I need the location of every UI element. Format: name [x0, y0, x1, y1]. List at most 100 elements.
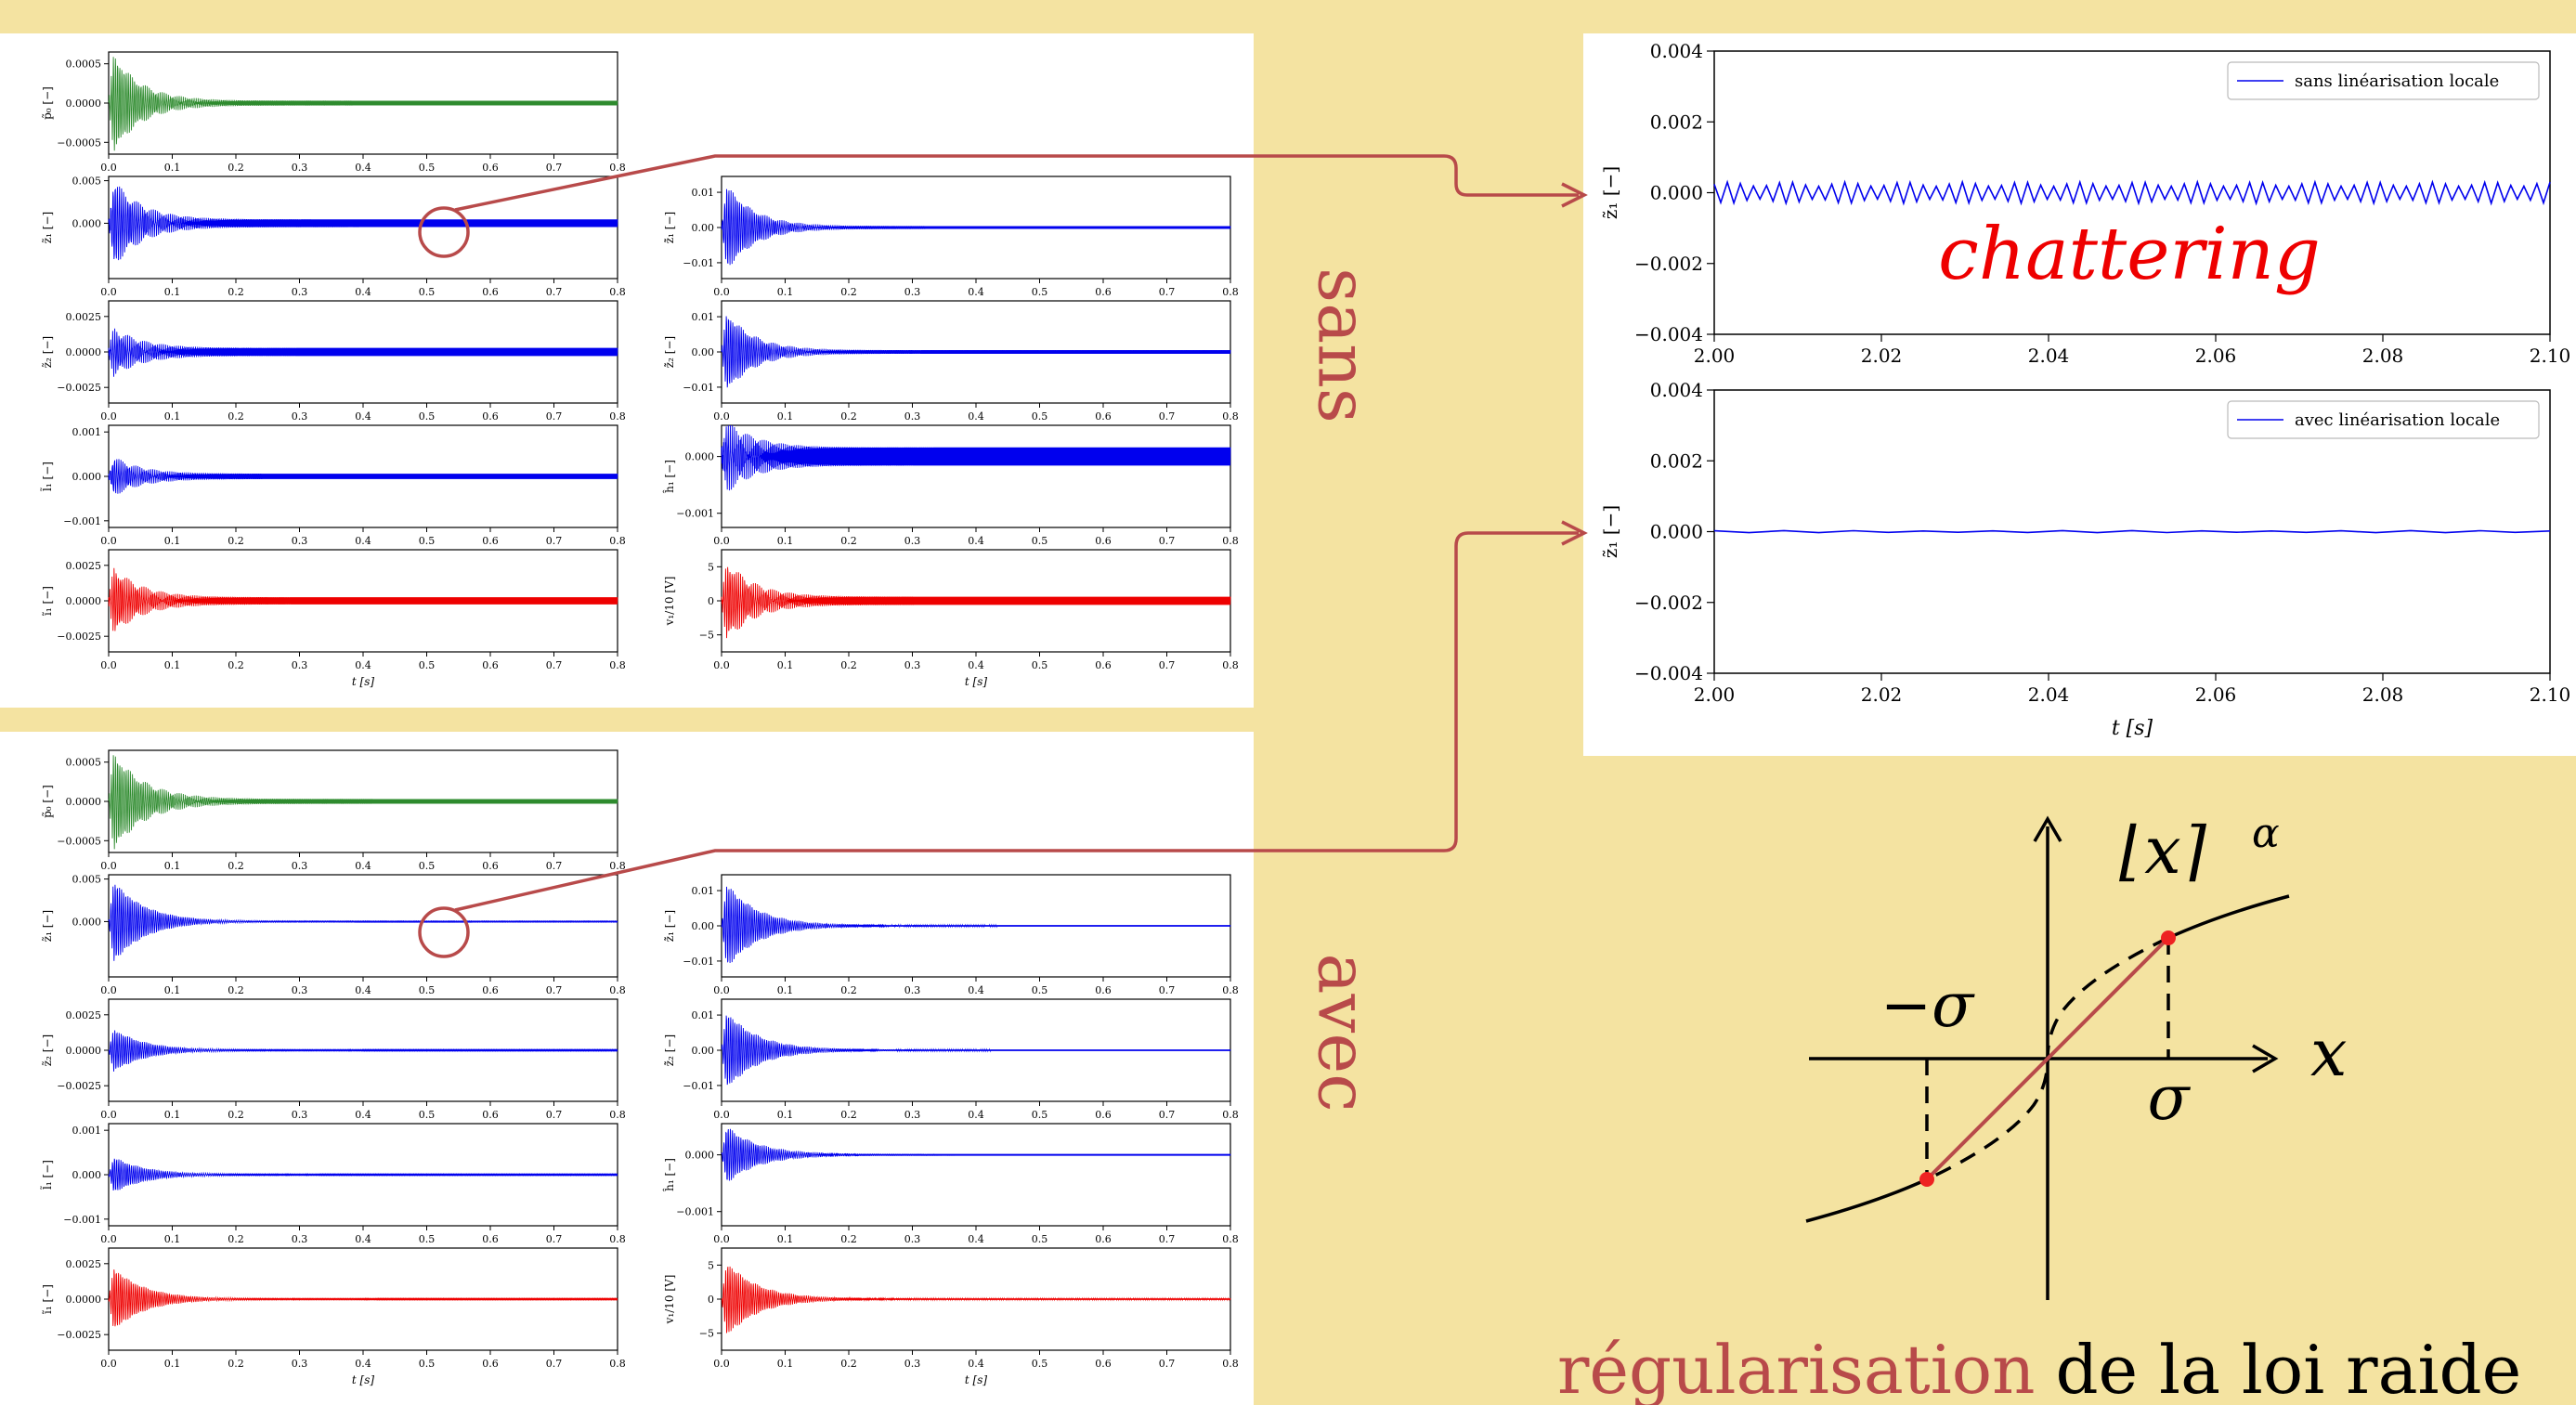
- panel-avec-grid: [0, 732, 1254, 1405]
- x-tick-label: 0.7: [1159, 984, 1176, 996]
- y-tick-label: 0.004: [1650, 40, 1703, 62]
- x-tick-label: 0.8: [609, 1109, 626, 1121]
- x-tick-label: 0.4: [968, 410, 984, 423]
- x-tick-label: 2.02: [1861, 683, 1903, 706]
- x-tick-label: 0.3: [292, 659, 308, 671]
- caption-regularisation: régularisation: [1557, 1331, 2035, 1405]
- x-tick-label: 0.3: [904, 659, 921, 671]
- x-tick-label: 0.1: [777, 286, 794, 298]
- y-tick-label: −0.001: [63, 515, 101, 527]
- series-line-i1: [108, 567, 618, 631]
- x-tick-label: 2.06: [2195, 345, 2237, 367]
- y-tick-label: 0.0000: [66, 1294, 102, 1306]
- y-tick-label: 0.01: [692, 885, 715, 897]
- x-tick-label: 0.7: [546, 1358, 563, 1370]
- y-tick-label: 0.001: [72, 426, 102, 438]
- y-tick-label: −0.01: [683, 382, 714, 394]
- y-tick-label: 0.0025: [66, 1009, 102, 1021]
- y-axis-label: l̃₁ [−]: [39, 1160, 54, 1190]
- x-tick-label: 0.8: [1222, 286, 1239, 298]
- power-curve-lower: [1805, 1177, 1928, 1223]
- x-tick-label: 0.8: [1222, 1233, 1239, 1245]
- x-tick-label: 0.6: [482, 162, 499, 174]
- x-tick-label: 0.1: [777, 410, 794, 423]
- x-tick-label: 2.06: [2195, 683, 2237, 706]
- x-tick-label: 0.5: [419, 659, 436, 671]
- x-tick-label: 0.1: [777, 659, 794, 671]
- neg-sigma-point: [1919, 1172, 1934, 1187]
- subplot-dz2: 0.01 0.00 −0.01 ż̃₂ [−] 0.0 0.1 0.2 0.3 0.4 0.5 0.…: [663, 998, 1239, 1121]
- neg-sigma-label: −σ: [1880, 969, 1975, 1041]
- x-tick-label: 0.7: [546, 286, 563, 298]
- power-curve-upper: [2167, 894, 2290, 940]
- subplot-l1: 0.001 0.000 −0.001 l̃₁ [−] 0.0 0.1 0.2 0.3 0.4 0.…: [39, 424, 626, 547]
- subplot-h1: 0.000 −0.001 ĥ₁ [−] 0.0 0.1 0.2 0.3 0.4 0.5 0.6 0.…: [662, 1123, 1239, 1245]
- subplot-l1: 0.001 0.000 −0.001 l̃₁ [−] 0.0 0.1 0.2 0.3 0.4 0.…: [39, 1123, 626, 1245]
- x-tick-label: 0.8: [1222, 1109, 1239, 1121]
- y-axis-label: ĥ₁ [−]: [662, 460, 676, 494]
- x-tick-label: 0.1: [777, 1109, 794, 1121]
- y-axis-label: ĩ₁ [−]: [41, 586, 54, 617]
- x-tick-label: 0.4: [355, 1109, 371, 1121]
- arrowhead-sans: [1561, 182, 1588, 208]
- x-tick-label: 0.6: [482, 286, 499, 298]
- x-tick-label: 0.5: [419, 860, 436, 872]
- x-tick-label: 0.2: [228, 1233, 244, 1245]
- x-tick-label: 0.2: [228, 535, 244, 547]
- x-tick-label: 0.6: [482, 535, 499, 547]
- x-tick-label: 0.4: [355, 286, 371, 298]
- x-tick-label: 0.5: [1032, 535, 1048, 547]
- y-tick-label: 0.000: [72, 1169, 102, 1181]
- label-sans: sans: [1303, 267, 1383, 423]
- legend: avec linéarisation locale: [2227, 400, 2540, 439]
- y-tick-label: 0.0005: [66, 757, 102, 769]
- x-tick-label: 0.7: [1159, 1358, 1176, 1370]
- x-tick-label: 0.2: [228, 410, 244, 423]
- x-tick-label: 0.6: [482, 1109, 499, 1121]
- subplot-v1: 5 0 −5 v₁/10 [V] 0.0 0.1 0.2 0.3 0.4 0.5 0.6 0.7 0.8…: [663, 549, 1239, 688]
- y-tick-label: −0.0025: [57, 1080, 101, 1092]
- x-axis-arrow-icon: [2252, 1044, 2279, 1073]
- x-tick-label: 0.0: [100, 286, 117, 298]
- subplot-dz1: 0.01 0.00 −0.01 ż̃₁ [−] 0.0 0.1 0.2 0.3 0.4 0.5 0.…: [663, 874, 1239, 996]
- x-tick-label: 0.3: [904, 410, 921, 423]
- sigma-label: σ: [2147, 1062, 2191, 1134]
- x-tick-label: 2.04: [2028, 345, 2070, 367]
- x-tick-label: 0.0: [713, 535, 730, 547]
- y-axis-label: v₁/10 [V]: [663, 577, 676, 627]
- x-tick-label: 0.0: [100, 984, 117, 996]
- x-tick-label: 0.5: [419, 1233, 436, 1245]
- legend-label: sans linéarisation locale: [2295, 72, 2499, 91]
- chattering-label: chattering: [1938, 213, 2321, 296]
- x-tick-label: 0.1: [164, 860, 181, 872]
- y-tick-label: 0.0000: [66, 796, 102, 808]
- y-axis-label: ż̃₁ [−]: [663, 212, 676, 243]
- x-tick-label: 0.6: [482, 410, 499, 423]
- x-tick-label: 0.8: [1222, 535, 1239, 547]
- y-tick-label: 0.01: [692, 187, 715, 199]
- x-tick-label: 0.0: [713, 1358, 730, 1370]
- x-tick-label: 0.3: [292, 286, 308, 298]
- x-tick-label: 0.8: [609, 860, 626, 872]
- x-tick-label: 0.7: [1159, 535, 1176, 547]
- x-tick-label: 0.3: [904, 535, 921, 547]
- subplot-dz1: 0.01 0.00 −0.01 ż̃₁ [−] 0.0 0.1 0.2 0.3 0.4 0.5 0.…: [663, 176, 1239, 298]
- y-tick-label: 0.01: [692, 1009, 715, 1021]
- x-tick-label: 0.7: [546, 162, 563, 174]
- x-tick-label: 0.7: [1159, 659, 1176, 671]
- x-tick-label: 0.6: [1095, 984, 1112, 996]
- x-tick-label: 0.8: [1222, 410, 1239, 423]
- x-tick-label: 0.2: [228, 659, 244, 671]
- y-tick-label: 0.002: [1650, 111, 1703, 133]
- x-tick-label: 0.6: [1095, 535, 1112, 547]
- series-line-i1: [108, 1269, 618, 1327]
- x-tick-label: 0.4: [968, 535, 984, 547]
- x-tick-label: 2.10: [2530, 683, 2571, 706]
- x-tick-label: 0.7: [1159, 1233, 1176, 1245]
- x-tick-label: 0.4: [355, 535, 371, 547]
- x-tick-label: 0.8: [609, 1233, 626, 1245]
- highlight-circle-avec: [418, 906, 470, 958]
- x-tick-label: 0.8: [609, 984, 626, 996]
- x-tick-label: 0.7: [546, 1233, 563, 1245]
- highlight-circle-sans: [418, 206, 470, 258]
